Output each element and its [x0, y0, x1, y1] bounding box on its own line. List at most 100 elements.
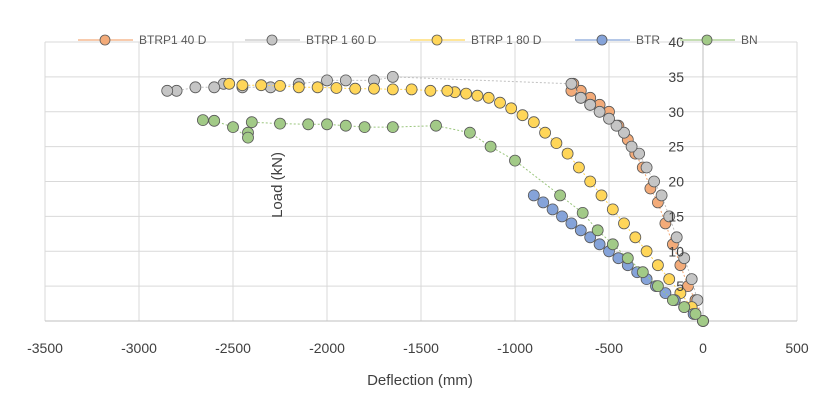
data-point — [629, 231, 642, 244]
data-point — [405, 83, 418, 96]
data-point — [593, 238, 606, 251]
series-4 — [196, 114, 709, 327]
data-point — [537, 196, 550, 209]
data-point — [667, 294, 679, 307]
legend-marker — [99, 34, 111, 46]
data-point — [584, 98, 597, 111]
legend-marker — [596, 34, 608, 46]
legend-label: BTR — [636, 33, 660, 47]
x-tick-label: -500 — [595, 340, 623, 356]
data-point — [424, 84, 437, 97]
x-tick-label: -1500 — [403, 340, 439, 356]
data-point — [678, 252, 691, 265]
data-point — [618, 126, 630, 139]
data-point — [539, 126, 551, 139]
data-point — [618, 217, 630, 230]
data-point — [386, 71, 399, 83]
data-point — [576, 206, 589, 219]
data-point — [330, 82, 343, 94]
x-axis-title: Deflection (mm) — [367, 372, 473, 389]
data-point — [663, 273, 676, 286]
data-point — [561, 147, 574, 160]
data-point — [349, 82, 362, 95]
data-point — [670, 231, 683, 244]
y-tick-label: 40 — [668, 34, 684, 50]
legend-label: BTRP1 40 D — [139, 33, 207, 47]
x-tick-label: -2000 — [309, 340, 345, 356]
data-point — [546, 203, 559, 216]
x-tick-label: 500 — [785, 340, 809, 356]
data-point — [610, 119, 623, 132]
data-point — [274, 80, 286, 92]
data-point — [236, 79, 249, 92]
y-tick-label: 20 — [668, 174, 684, 190]
data-point — [339, 119, 352, 132]
data-point — [463, 126, 476, 139]
data-point — [554, 189, 566, 202]
legend-marker — [266, 34, 278, 46]
data-point — [484, 140, 497, 153]
data-point — [595, 189, 608, 202]
y-tick-label: 10 — [668, 243, 684, 259]
x-tick-label: -3000 — [121, 340, 157, 356]
data-point — [603, 112, 615, 125]
data-point — [659, 287, 672, 300]
data-point — [516, 109, 529, 122]
data-point — [208, 114, 221, 127]
data-point — [591, 224, 604, 237]
data-point — [636, 266, 649, 279]
data-point — [311, 81, 324, 94]
data-point — [633, 147, 645, 160]
data-point — [663, 210, 676, 223]
x-tick-label: -2500 — [215, 340, 251, 356]
data-point — [584, 231, 597, 244]
data-point — [648, 175, 660, 188]
data-point — [640, 161, 653, 174]
y-axis-ticks: 5 10 15 20 25 30 35 40 — [668, 34, 684, 294]
data-point — [358, 121, 371, 133]
data-point — [606, 238, 619, 251]
data-point — [321, 74, 333, 87]
data-point — [652, 280, 664, 293]
legend: BTRP1 40 D BTRP 1 60 D BTRP 1 80 D BTR BN — [78, 33, 758, 47]
data-point — [574, 91, 587, 104]
data-point — [482, 91, 495, 104]
data-point — [640, 245, 653, 258]
gridlines — [44, 41, 798, 322]
data-point — [430, 119, 442, 132]
data-point — [689, 308, 702, 320]
data-point — [556, 210, 568, 223]
x-tick-label: -1000 — [497, 340, 533, 356]
legend-label: BTRP 1 80 D — [471, 33, 542, 47]
data-point — [189, 81, 202, 94]
data-point — [386, 83, 399, 96]
data-point — [339, 74, 352, 87]
y-tick-label: 15 — [668, 208, 684, 224]
y-tick-label: 25 — [668, 139, 684, 155]
data-point — [685, 273, 698, 286]
data-point — [441, 84, 454, 97]
legend-marker — [431, 34, 443, 46]
data-point — [584, 175, 597, 188]
data-point — [227, 121, 239, 133]
legend-marker — [701, 34, 713, 46]
data-point — [652, 259, 664, 272]
data-point — [574, 224, 587, 237]
data-point — [386, 121, 399, 133]
data-point — [625, 140, 638, 153]
y-tick-label: 35 — [668, 69, 684, 85]
legend-label: BTRP 1 60 D — [306, 33, 377, 47]
data-point — [509, 154, 521, 167]
y-tick-label: 5 — [676, 278, 684, 294]
data-point — [245, 116, 258, 129]
data-point — [242, 131, 254, 144]
data-point — [196, 114, 209, 126]
data-point — [274, 117, 286, 130]
data-point — [527, 189, 540, 202]
data-point — [573, 161, 585, 174]
data-point — [505, 102, 518, 115]
data-point — [655, 189, 668, 202]
data-point — [621, 252, 634, 265]
legend-label: BN — [741, 33, 758, 47]
